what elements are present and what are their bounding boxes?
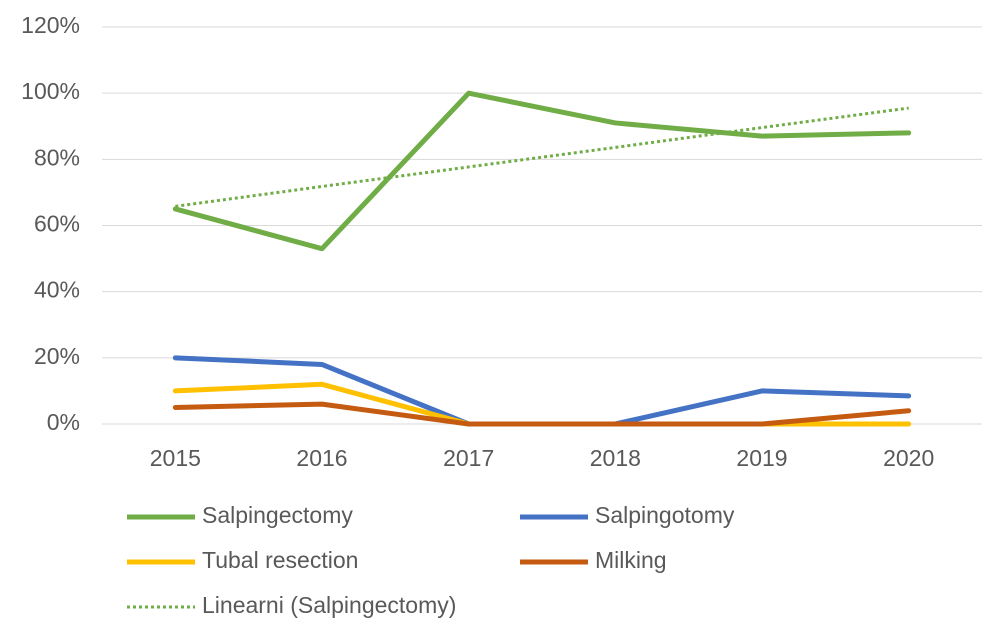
y-tick-label: 80% [34,144,80,170]
y-tick-label: 100% [21,78,80,104]
legend-label: Linearni (Salpingectomy) [202,592,456,618]
legend-label: Tubal resection [202,547,358,573]
y-tick-label: 20% [34,343,80,369]
x-tick-label: 2015 [150,445,201,471]
x-tick-label: 2017 [443,445,494,471]
legend-label: Milking [595,547,667,573]
x-tick-label: 2020 [883,445,934,471]
series-line [172,90,912,252]
x-tick-label: 2019 [736,445,787,471]
legend-label: Salpingectomy [202,502,353,528]
y-tick-label: 120% [21,12,80,38]
x-tick-label: 2016 [296,445,347,471]
y-tick-label: 60% [34,211,80,237]
y-tick-label: 40% [34,277,80,303]
y-tick-label: 0% [47,409,80,435]
x-tick-label: 2018 [590,445,641,471]
trend-line [175,106,909,208]
series-line [172,355,912,427]
legend-label: Salpingotomy [595,502,735,528]
series-line [172,401,912,427]
